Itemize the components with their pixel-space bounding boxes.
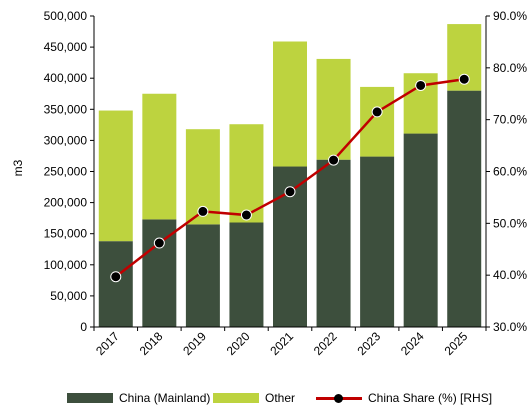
right-tick-label: 40.0% — [493, 268, 527, 282]
point-china-share-2019 — [197, 205, 209, 217]
right-tick-label: 50.0% — [493, 216, 527, 230]
right-tick-label: 80.0% — [493, 61, 527, 75]
point-china-share-2024 — [415, 79, 427, 91]
bar-china-mainland-2022 — [316, 159, 351, 327]
left-tick-label: 400,000 — [44, 71, 88, 85]
bar-china-mainland-2024 — [403, 133, 438, 327]
right-axis: 30.0% 40.0% 50.0% 60.0% 70.0% 80.0% 90.0% — [485, 9, 527, 334]
legend: China (Mainland) Other China Share (%) [… — [0, 385, 531, 411]
bar-china-mainland-2020 — [229, 222, 264, 327]
legend-swatch-other — [213, 393, 259, 403]
right-tick-label: 30.0% — [493, 320, 527, 334]
plot-area — [98, 24, 482, 327]
point-china-share-2018 — [153, 237, 165, 249]
legend-item-china-share: China Share (%) [RHS] — [316, 385, 492, 411]
point-china-share-2023 — [371, 106, 383, 118]
bar-china-mainland-2023 — [360, 156, 395, 327]
bar-other-2017 — [98, 110, 133, 242]
point-china-share-2025 — [458, 73, 470, 85]
left-axis: 0 50,000 100,000 150,000 200,000 250,000 300,0… — [44, 9, 95, 334]
right-tick-label: 60.0% — [493, 165, 527, 179]
x-tick-label: 2021 — [267, 329, 296, 358]
left-tick-label: 450,000 — [44, 40, 88, 54]
bar-other-2021 — [273, 41, 307, 167]
point-china-share-2017 — [110, 271, 122, 283]
point-china-share-2022 — [328, 154, 340, 166]
left-tick-label: 150,000 — [44, 227, 88, 241]
right-tick-label: 70.0% — [493, 113, 527, 127]
bar-china-mainland-2018 — [142, 219, 177, 327]
x-tick-label: 2023 — [354, 329, 383, 358]
legend-label-china-mainland: China (Mainland) — [119, 391, 211, 405]
left-tick-label: 0 — [80, 320, 87, 334]
left-tick-label: 250,000 — [44, 165, 88, 179]
x-axis: 2017 2018 2019 2020 2021 2022 2023 2024 2025 — [93, 326, 487, 358]
legend-item-china-mainland: China (Mainland) — [67, 385, 210, 411]
left-tick-label: 100,000 — [44, 258, 88, 272]
legend-label-china-share: China Share (%) [RHS] — [368, 391, 493, 405]
x-tick-label: 2019 — [180, 329, 209, 358]
legend-swatch-china-mainland — [67, 393, 113, 403]
left-tick-label: 200,000 — [44, 196, 88, 210]
legend-swatch-china-share — [316, 393, 362, 403]
bar-other-2022 — [316, 58, 351, 160]
x-tick-label: 2025 — [442, 329, 471, 358]
legend-label-other: Other — [265, 391, 296, 405]
left-tick-label: 50,000 — [50, 289, 87, 303]
bar-other-2023 — [360, 86, 395, 157]
left-tick-label: 500,000 — [44, 9, 88, 23]
bar-china-mainland-2019 — [185, 224, 220, 327]
point-china-share-2020 — [240, 209, 252, 221]
x-tick-label: 2020 — [224, 329, 253, 358]
x-tick-label: 2022 — [311, 329, 340, 358]
bar-other-2020 — [229, 124, 264, 223]
right-tick-label: 90.0% — [493, 9, 527, 23]
left-tick-label: 300,000 — [44, 133, 88, 147]
legend-item-other: Other — [213, 385, 295, 411]
bar-other-2018 — [142, 93, 177, 220]
bar-china-mainland-2017 — [98, 241, 133, 327]
x-tick-label: 2017 — [93, 329, 122, 358]
point-china-share-2021 — [284, 186, 296, 198]
y-axis-label: m3 — [11, 159, 25, 176]
x-tick-label: 2024 — [398, 329, 427, 358]
x-tick-label: 2018 — [137, 329, 166, 358]
left-tick-label: 350,000 — [44, 102, 88, 116]
bar-china-mainland-2025 — [447, 90, 482, 327]
